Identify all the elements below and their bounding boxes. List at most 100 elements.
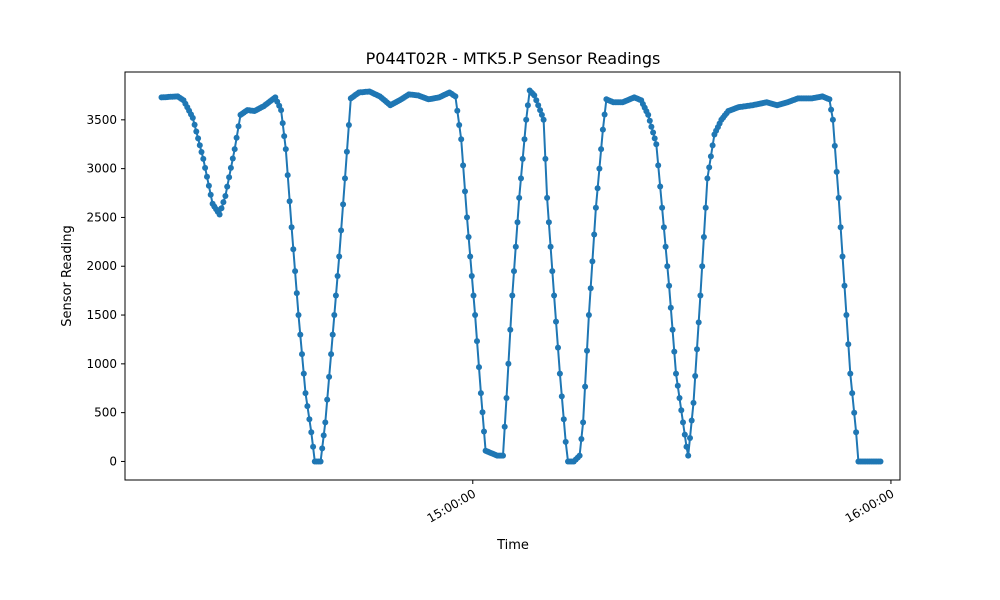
chart-title: P044T02R - MTK5.P Sensor Readings bbox=[366, 49, 661, 68]
data-point bbox=[535, 102, 542, 109]
data-point bbox=[551, 292, 558, 299]
x-axis-label: Time bbox=[496, 538, 529, 553]
data-point bbox=[695, 319, 702, 326]
data-point bbox=[562, 438, 569, 445]
data-point bbox=[282, 146, 289, 153]
data-point bbox=[531, 92, 538, 99]
data-point bbox=[837, 224, 844, 231]
data-point bbox=[667, 304, 674, 311]
data-point bbox=[514, 219, 521, 226]
data-point bbox=[843, 312, 850, 318]
data-point bbox=[472, 312, 479, 318]
data-point bbox=[300, 370, 307, 377]
data-point bbox=[676, 395, 683, 401]
data-point bbox=[518, 175, 524, 182]
data-point bbox=[329, 331, 336, 338]
data-point bbox=[589, 258, 596, 265]
data-point bbox=[697, 292, 704, 299]
data-point bbox=[558, 393, 565, 400]
data-point bbox=[505, 360, 512, 367]
y-tick-label: 3000 bbox=[86, 162, 117, 176]
data-point bbox=[511, 268, 517, 275]
data-point bbox=[286, 198, 293, 205]
y-tick-label: 2500 bbox=[86, 210, 117, 224]
y-tick-label: 2000 bbox=[86, 259, 117, 273]
data-point bbox=[680, 419, 686, 426]
plot-area-frame bbox=[124, 71, 901, 481]
data-point bbox=[704, 175, 711, 182]
data-point bbox=[342, 175, 348, 182]
data-point bbox=[512, 243, 519, 250]
series-line bbox=[161, 88, 881, 463]
data-point bbox=[477, 390, 484, 397]
data-point bbox=[699, 263, 706, 270]
data-point bbox=[295, 312, 302, 318]
data-point bbox=[585, 312, 592, 318]
data-point bbox=[336, 253, 343, 260]
data-point bbox=[533, 97, 540, 104]
y-tick-label: 1500 bbox=[86, 308, 117, 322]
data-point bbox=[706, 164, 713, 171]
x-tick-label: 15:00:00 bbox=[425, 486, 479, 525]
data-point bbox=[292, 268, 299, 275]
data-point bbox=[332, 292, 339, 299]
data-point bbox=[692, 373, 699, 379]
y-tick-label: 1000 bbox=[86, 357, 117, 371]
x-axis: 15:00:00 16:00:00 bbox=[425, 480, 896, 526]
data-point bbox=[671, 348, 678, 355]
data-point bbox=[205, 182, 212, 189]
data-point bbox=[700, 234, 707, 240]
data-point bbox=[829, 116, 836, 123]
data-point bbox=[596, 165, 603, 172]
data-point bbox=[454, 107, 461, 114]
data-point bbox=[207, 191, 214, 198]
data-point bbox=[839, 253, 846, 260]
data-point bbox=[651, 135, 658, 142]
data-point bbox=[547, 243, 554, 250]
data-point bbox=[664, 263, 671, 270]
data-point bbox=[331, 312, 338, 318]
data-point bbox=[659, 204, 666, 211]
data-point bbox=[646, 117, 653, 124]
data-point bbox=[306, 416, 313, 423]
data-point bbox=[290, 246, 297, 253]
data-point bbox=[681, 431, 688, 438]
data-point bbox=[660, 224, 667, 231]
data-point bbox=[560, 416, 567, 423]
data-point bbox=[479, 409, 486, 416]
data-point bbox=[299, 351, 305, 358]
data-point bbox=[288, 224, 295, 231]
data-point bbox=[304, 403, 311, 410]
data-point bbox=[516, 194, 523, 201]
data-point bbox=[683, 443, 690, 450]
data-point bbox=[189, 114, 196, 121]
data-point bbox=[831, 142, 838, 149]
data-point bbox=[317, 458, 324, 465]
data-point bbox=[847, 370, 854, 377]
data-point bbox=[707, 153, 714, 160]
data-point bbox=[476, 364, 482, 371]
data-point bbox=[468, 273, 475, 279]
data-point bbox=[467, 253, 474, 260]
data-point bbox=[279, 120, 286, 127]
data-point bbox=[553, 318, 559, 325]
data-point bbox=[310, 443, 317, 450]
data-point bbox=[685, 452, 692, 459]
data-point bbox=[555, 344, 561, 351]
data-point bbox=[650, 129, 657, 136]
data-point bbox=[662, 243, 669, 250]
y-tick-label: 500 bbox=[94, 406, 117, 420]
data-point bbox=[687, 435, 693, 441]
data-point bbox=[320, 432, 327, 439]
data-point bbox=[584, 347, 590, 354]
data-point bbox=[702, 204, 709, 211]
data-point bbox=[204, 173, 210, 180]
data-point bbox=[340, 201, 347, 208]
data-point bbox=[470, 292, 477, 299]
data-point bbox=[319, 445, 326, 452]
data-point bbox=[193, 128, 200, 135]
data-point bbox=[202, 164, 209, 171]
data-point bbox=[501, 423, 508, 430]
y-tick-label: 3500 bbox=[86, 113, 117, 127]
data-point bbox=[655, 162, 662, 169]
